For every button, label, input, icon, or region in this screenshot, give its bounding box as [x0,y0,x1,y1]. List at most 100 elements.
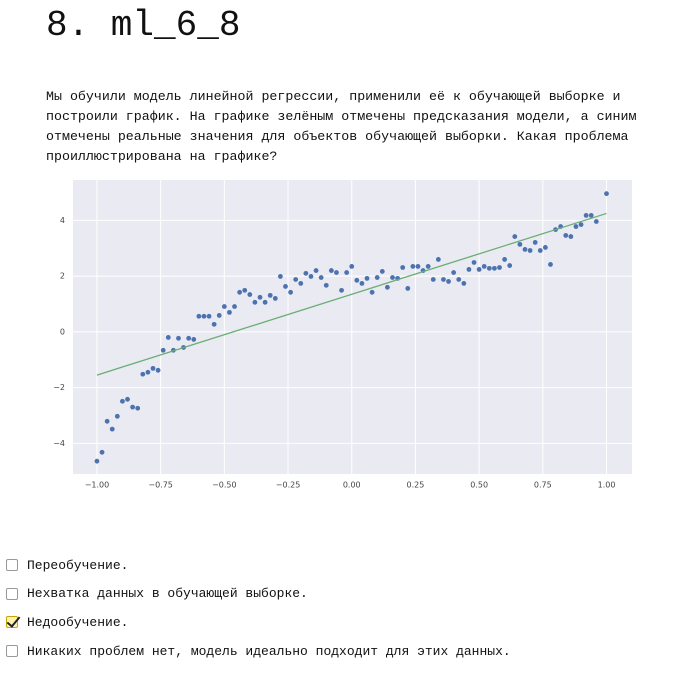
data-point [135,405,141,411]
data-point [262,299,268,305]
data-point [257,294,263,300]
data-point [507,263,513,268]
data-point [410,263,416,269]
data-point [293,277,299,282]
data-point [237,289,243,295]
data-point [104,418,110,424]
checkbox[interactable] [6,645,18,658]
data-point [512,234,518,239]
y-tick-label: 2 [60,272,65,281]
option-label[interactable]: Нехватка данных в обучающей выборке. [27,586,308,602]
data-point [339,287,344,293]
data-point [481,263,487,269]
data-point [527,248,533,253]
data-point [114,413,120,419]
data-point [542,245,548,250]
data-point [593,219,599,224]
data-point [364,275,370,281]
data-point [232,304,237,309]
data-point [211,321,217,327]
data-point [359,280,365,286]
data-point [201,313,207,319]
data-point [379,269,385,274]
data-point [461,280,467,286]
data-point [272,296,278,301]
data-point [267,292,273,298]
data-point [563,233,569,238]
data-point [221,304,227,309]
x-tick-label: 0.00 [343,481,361,490]
data-point [385,284,390,290]
data-point [604,191,609,197]
data-point [155,367,161,373]
data-point [206,313,212,319]
data-point [492,265,497,271]
data-point [288,289,293,295]
y-tick-label: 4 [60,216,65,225]
data-point [125,396,130,402]
prediction-line [96,212,607,376]
data-point [517,241,523,247]
x-tick-label: 1.00 [598,481,616,490]
data-point [145,369,151,375]
data-point [196,313,202,319]
data-point [390,275,395,280]
data-point [476,267,482,272]
data-point [165,335,171,340]
option: Нехватка данных в обучающей выборке. [6,584,308,604]
checkbox[interactable] [6,616,18,629]
data-point [160,347,166,353]
checkbox[interactable] [6,559,18,571]
option-label[interactable]: Недообучение. [27,614,129,630]
data-point [374,275,380,280]
x-tick-label: −0.25 [276,481,301,490]
data-point [502,257,508,262]
data-point [186,335,192,341]
data-point [313,268,319,273]
data-point [247,292,253,297]
x-tick-label: −1.00 [85,481,110,490]
data-point [216,313,222,318]
data-point [568,234,574,239]
data-point [308,274,314,279]
checkbox[interactable] [6,587,18,600]
data-point [242,287,248,293]
data-point [466,267,472,272]
data-point [532,240,538,245]
data-point [451,270,457,275]
data-point [120,398,125,404]
data-point [578,222,584,227]
x-tick-label: −0.50 [212,481,237,490]
data-point [298,280,304,286]
data-point [227,309,232,315]
data-point [588,212,594,218]
data-point [323,282,329,288]
x-tick-label: 0.25 [407,481,425,490]
option-label[interactable]: Никаких проблем нет, модель идеально под… [27,643,511,659]
data-point [369,289,375,295]
data-point [441,277,446,282]
data-point [99,449,105,455]
option: Недообучение. [6,612,128,632]
data-point [415,263,421,269]
data-point [486,265,492,271]
data-point [456,277,462,282]
data-point [140,371,146,377]
data-point [435,257,441,262]
chart: −1.00 −0.75 −0.50 −0.25 0.00 0.25 0.50 0.75 1.00… [53,180,632,490]
data-point [349,263,355,269]
option-label[interactable]: Переобучение. [27,557,129,573]
data-point [191,337,197,342]
data-point [573,224,579,229]
title: 8. ml_6_8 [46,5,241,46]
data-point [400,265,406,270]
data-point [150,365,156,371]
x-tick-label: −0.75 [148,481,173,490]
plot-area [73,180,632,474]
option: Переобучение. [6,555,128,575]
data-point [176,335,181,341]
data-point [344,270,350,275]
data-point [109,426,115,432]
data-point [283,284,288,289]
